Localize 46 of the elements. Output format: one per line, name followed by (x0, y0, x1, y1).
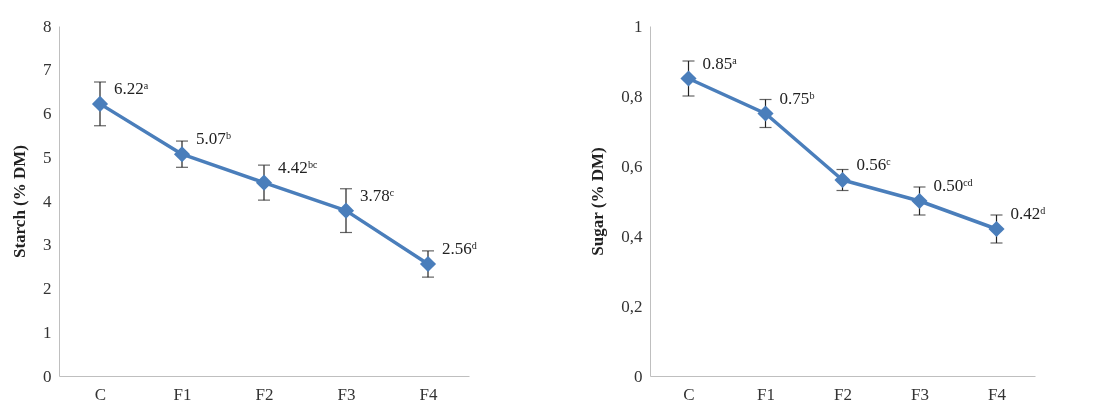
data-label: 5.07ᵇ (196, 129, 232, 149)
data-label: 0.56ᶜ (856, 155, 892, 174)
point (757, 105, 774, 122)
point (337, 202, 355, 219)
y-axis-title: Starch (% DM) (10, 145, 29, 258)
x-tick-label: F1 (173, 384, 192, 404)
data-label: 6.22ᵃ (114, 78, 149, 98)
y-tick-label: 3 (43, 235, 52, 255)
point (255, 174, 273, 191)
y-tick-label: 5 (43, 147, 52, 167)
x-tick-label: C (683, 384, 695, 404)
point (680, 70, 697, 87)
x-tick-label: F2 (834, 384, 852, 404)
x-tick-label: F2 (255, 384, 274, 404)
y-tick-label: 4 (43, 191, 52, 211)
x-tick-label: F1 (757, 384, 775, 404)
y-tick-label: 8 (43, 16, 52, 36)
y-tick-label: 1 (634, 16, 643, 36)
data-label: 0.50ᶜᵈ (933, 176, 973, 195)
y-tick-label: 6 (43, 104, 52, 123)
data-label: 0.75ᵇ (779, 88, 815, 108)
y-tick-label: 1 (43, 322, 52, 342)
y-tick-label: 0 (634, 366, 643, 386)
x-tick-label: F4 (988, 384, 1007, 404)
y-tick-label: 2 (43, 279, 52, 298)
y-tick-label: 0,4 (621, 226, 643, 246)
data-label: 0.85ᵃ (702, 53, 738, 73)
y-tick-label: 0,8 (621, 86, 643, 106)
point (173, 146, 191, 163)
data-label: 4.42ᵇᶜ (278, 157, 319, 177)
x-tick-label: F4 (419, 384, 438, 404)
y-tick-label: 0,2 (621, 296, 643, 316)
y-axis-title: Sugar (% DM) (588, 147, 608, 256)
x-tick-label: F3 (911, 384, 929, 404)
point (91, 95, 109, 112)
x-tick-label: C (94, 384, 107, 404)
point (988, 220, 1005, 238)
y-tick-label: 7 (43, 60, 52, 80)
y-tick-label: 0 (43, 366, 52, 386)
point (911, 192, 928, 210)
data-label: 0.42ᵈ (1010, 204, 1046, 223)
data-label: 2.56ᵈ (442, 239, 478, 258)
point (419, 255, 437, 273)
x-tick-label: F3 (337, 384, 356, 404)
data-label: 3.78ᶜ (360, 185, 395, 205)
y-tick-label: 0,6 (621, 156, 643, 176)
